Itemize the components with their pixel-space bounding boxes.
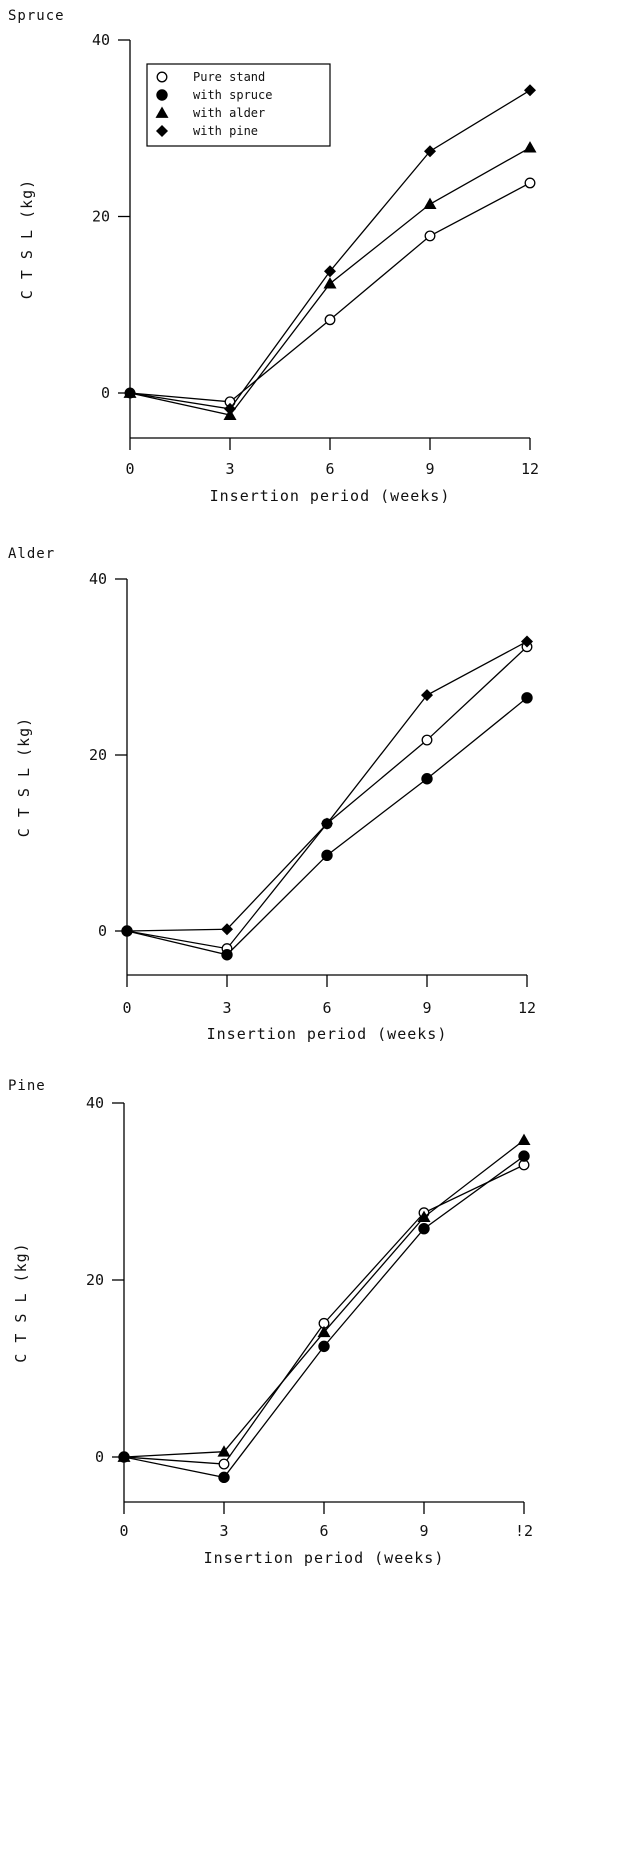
data-point xyxy=(218,1471,230,1484)
legend-box xyxy=(146,63,331,147)
data-point xyxy=(218,1458,230,1470)
series-line xyxy=(126,646,528,950)
data-point xyxy=(424,145,436,158)
series-line xyxy=(123,1164,525,1465)
x-tick-label: 3 xyxy=(219,1522,228,1540)
data-point xyxy=(421,689,433,702)
x-tick-label: 6 xyxy=(322,999,331,1017)
x-tick-label: 6 xyxy=(319,1522,328,1540)
y-tick-label: 0 xyxy=(101,384,110,402)
panel-title: Spruce xyxy=(8,8,65,24)
data-point xyxy=(321,817,333,830)
data-point xyxy=(318,1340,330,1353)
data-point xyxy=(417,1210,431,1223)
data-point xyxy=(424,230,436,242)
series-with-alder xyxy=(123,141,537,420)
x-tick-label: 12 xyxy=(518,999,536,1017)
x-axis-title: Insertion period (weeks) xyxy=(204,1549,445,1567)
data-point xyxy=(418,1222,430,1235)
data-point xyxy=(524,177,536,189)
data-point xyxy=(521,692,533,704)
data-point xyxy=(324,314,336,326)
y-tick-label: 40 xyxy=(86,1094,104,1112)
data-point xyxy=(324,265,336,278)
panel-title: Pine xyxy=(8,1078,46,1094)
legend-label: with alder xyxy=(193,106,265,120)
y-tick-label: 20 xyxy=(89,746,107,764)
y-axis-title: C T S L (kg) xyxy=(15,717,33,837)
series-line xyxy=(129,182,531,403)
data-point xyxy=(221,923,233,936)
data-point xyxy=(518,1150,530,1162)
legend-label: with spruce xyxy=(193,88,272,102)
x-tick-label: 12 xyxy=(521,460,539,478)
y-tick-label: 40 xyxy=(92,31,110,49)
series-with-pine xyxy=(121,635,533,937)
y-tick-label: 40 xyxy=(89,570,107,588)
x-tick-label: 0 xyxy=(122,999,131,1017)
data-point xyxy=(217,1445,231,1457)
series-line xyxy=(126,640,528,932)
series-with-pine xyxy=(124,84,536,415)
y-axis-title: C T S L (kg) xyxy=(18,179,36,299)
series-with-alder xyxy=(117,1133,531,1462)
legend-label: Pure stand xyxy=(193,70,265,84)
panel-title: Alder xyxy=(8,546,55,562)
legend-marker xyxy=(156,89,168,101)
legend-marker xyxy=(155,106,169,118)
x-tick-label: 3 xyxy=(222,999,231,1017)
legend-marker xyxy=(156,125,168,137)
x-tick-label: 3 xyxy=(225,460,234,478)
y-tick-label: 20 xyxy=(86,1271,104,1289)
y-tick-label: 0 xyxy=(95,1448,104,1466)
data-point xyxy=(124,387,136,399)
x-axis-title: Insertion period (weeks) xyxy=(210,487,451,505)
x-tick-label: 0 xyxy=(125,460,134,478)
data-point xyxy=(523,141,537,153)
data-point xyxy=(321,849,333,862)
series-line xyxy=(123,1155,525,1479)
data-point xyxy=(117,1450,131,1462)
y-tick-label: 0 xyxy=(98,922,107,940)
y-tick-label: 20 xyxy=(92,208,110,226)
x-axis-title: Insertion period (weeks) xyxy=(207,1025,448,1043)
series-pure-stand xyxy=(121,641,533,955)
legend-label: with pine xyxy=(193,124,258,138)
x-tick-label: 6 xyxy=(325,460,334,478)
data-point xyxy=(317,1325,331,1338)
data-point xyxy=(224,402,236,415)
legend-marker xyxy=(156,71,168,83)
data-point xyxy=(323,277,337,289)
data-point xyxy=(421,734,433,746)
x-tick-label: !2 xyxy=(515,1522,533,1540)
x-tick-label: 9 xyxy=(422,999,431,1017)
data-point xyxy=(221,949,233,961)
x-tick-label: 9 xyxy=(425,460,434,478)
data-point xyxy=(121,925,133,937)
panel-spruce: Spruce 0 20 40 0 3 6 9 12 Insertion period (weeks… xyxy=(8,8,539,505)
series-with-spruce xyxy=(118,1150,530,1484)
data-point xyxy=(524,84,536,97)
data-point xyxy=(421,773,433,785)
data-point xyxy=(517,1133,531,1146)
panel-alder: Alder 0 20 40 0 3 6 9 12 Insertion period (weeks)… xyxy=(8,546,536,1043)
y-axis-title: C T S L (kg) xyxy=(12,1242,30,1362)
legend: Pure stand with spruce with alder with pine xyxy=(146,63,331,147)
data-point xyxy=(423,197,437,210)
panel-pine: Pine 0 20 40 0 3 6 9 !2 Insertion period (weeks) C… xyxy=(8,1078,533,1567)
series-pure-stand xyxy=(124,177,536,408)
x-tick-label: 0 xyxy=(119,1522,128,1540)
series-pure-stand xyxy=(118,1159,530,1470)
series-line xyxy=(123,1139,525,1458)
data-point xyxy=(521,635,533,648)
x-tick-label: 9 xyxy=(419,1522,428,1540)
